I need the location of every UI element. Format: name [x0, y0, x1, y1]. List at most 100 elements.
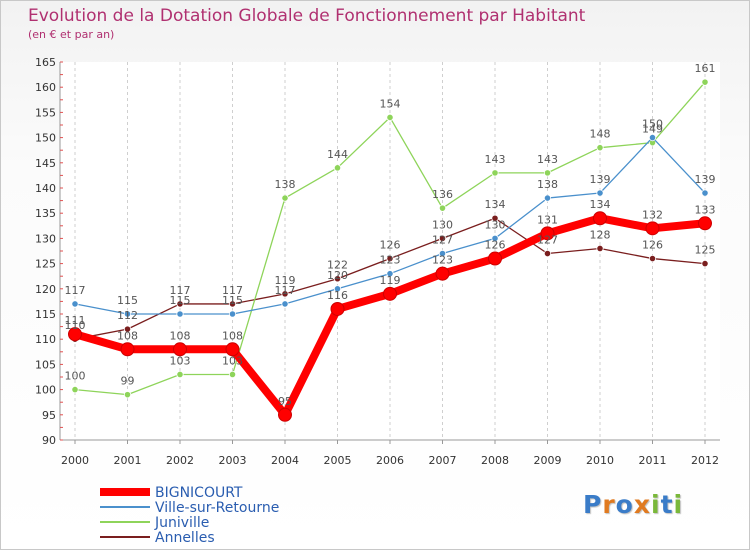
data-point [386, 113, 394, 122]
data-label: 130 [432, 218, 453, 231]
data-label: 111 [65, 314, 86, 327]
x-tick-label: 2003 [219, 454, 247, 467]
y-tick-label: 130 [35, 232, 56, 245]
data-label: 126 [380, 239, 401, 252]
y-tick-label: 165 [35, 56, 56, 69]
data-point [383, 286, 397, 301]
data-label: 122 [327, 259, 348, 272]
data-label: 103 [170, 354, 191, 367]
y-tick-label: 125 [35, 258, 56, 271]
y-tick-label: 105 [35, 358, 56, 371]
data-label: 133 [695, 203, 716, 216]
data-point [648, 254, 657, 263]
data-point [491, 234, 499, 242]
data-label: 123 [380, 254, 401, 267]
data-point [438, 249, 447, 258]
data-label: 115 [117, 294, 138, 307]
data-label: 119 [275, 274, 296, 287]
data-point [698, 216, 712, 231]
x-tick-label: 2001 [114, 454, 142, 467]
data-label: 108 [170, 329, 191, 342]
data-point [123, 325, 132, 333]
data-point [596, 144, 604, 152]
x-tick-label: 2005 [324, 454, 352, 467]
data-point [438, 234, 447, 242]
data-point [120, 342, 135, 357]
data-label: 130 [485, 218, 506, 231]
data-label: 139 [695, 173, 716, 186]
y-tick-label: 115 [35, 308, 56, 321]
data-label: 128 [590, 228, 611, 241]
y-tick-label: 95 [42, 409, 56, 422]
data-label: 148 [590, 128, 611, 141]
y-tick-label: 100 [35, 384, 56, 397]
data-label: 126 [485, 239, 506, 252]
data-label: 138 [537, 178, 558, 191]
data-point [333, 164, 342, 172]
logo-letter: i [673, 490, 684, 519]
data-point [596, 189, 604, 197]
data-label: 139 [590, 173, 611, 186]
data-point [491, 214, 499, 222]
data-point [435, 266, 450, 281]
data-point [330, 301, 345, 316]
chart-title: Evolution de la Dotation Globale de Fonc… [28, 6, 586, 26]
data-point [596, 244, 604, 253]
data-point [701, 78, 709, 86]
data-point [71, 385, 79, 394]
x-tick-label: 2004 [271, 454, 299, 467]
data-label: 117 [170, 284, 191, 297]
y-tick-label: 150 [35, 132, 56, 145]
y-tick-label: 90 [42, 434, 56, 447]
y-tick-label: 120 [35, 283, 56, 296]
data-label: 134 [590, 198, 611, 211]
chart-subtitle: (en € et par an) [28, 28, 114, 41]
data-label: 132 [642, 208, 663, 221]
data-point [488, 251, 502, 266]
data-label: 117 [222, 284, 243, 297]
data-label: 138 [275, 178, 296, 191]
data-point [701, 259, 709, 268]
data-point [123, 310, 132, 318]
data-point [333, 275, 342, 283]
data-point [645, 221, 660, 236]
x-tick-label: 2011 [639, 454, 667, 467]
data-label: 131 [537, 213, 558, 226]
x-tick-label: 2010 [586, 454, 614, 467]
y-tick-label: 140 [35, 182, 56, 195]
data-point [386, 270, 394, 278]
data-point [701, 189, 709, 197]
data-label: 119 [380, 274, 401, 287]
data-label: 115 [170, 294, 191, 307]
data-label: 99 [121, 375, 135, 388]
x-tick-label: 2000 [61, 454, 89, 467]
data-label: 125 [695, 244, 716, 257]
data-point [176, 370, 184, 379]
data-point [173, 342, 187, 357]
data-label: 136 [432, 188, 453, 201]
data-point [281, 194, 289, 202]
data-point [281, 290, 289, 298]
data-label: 112 [117, 309, 138, 322]
x-tick-label: 2012 [691, 454, 719, 467]
data-point [71, 300, 79, 308]
y-tick-label: 135 [35, 207, 56, 220]
data-label: 127 [432, 234, 453, 247]
legend-label: BIGNICOURT [155, 485, 243, 501]
data-label: 123 [432, 254, 453, 267]
data-point [176, 310, 184, 318]
data-label: 161 [695, 62, 716, 75]
data-label: 115 [222, 294, 243, 307]
proxiti-logo: Proxiti [583, 490, 683, 519]
x-tick-label: 2007 [429, 454, 457, 467]
data-point [123, 391, 132, 399]
data-label: 143 [485, 153, 506, 166]
logo-letter: t [660, 490, 674, 519]
data-point [68, 327, 82, 342]
legend-label: Ville-sur-Retourne [155, 500, 279, 516]
data-label: 110 [65, 319, 86, 332]
legend-label: Juniville [154, 515, 209, 531]
logo-letter: P [583, 490, 603, 519]
legend-label: Annelles [155, 530, 215, 546]
